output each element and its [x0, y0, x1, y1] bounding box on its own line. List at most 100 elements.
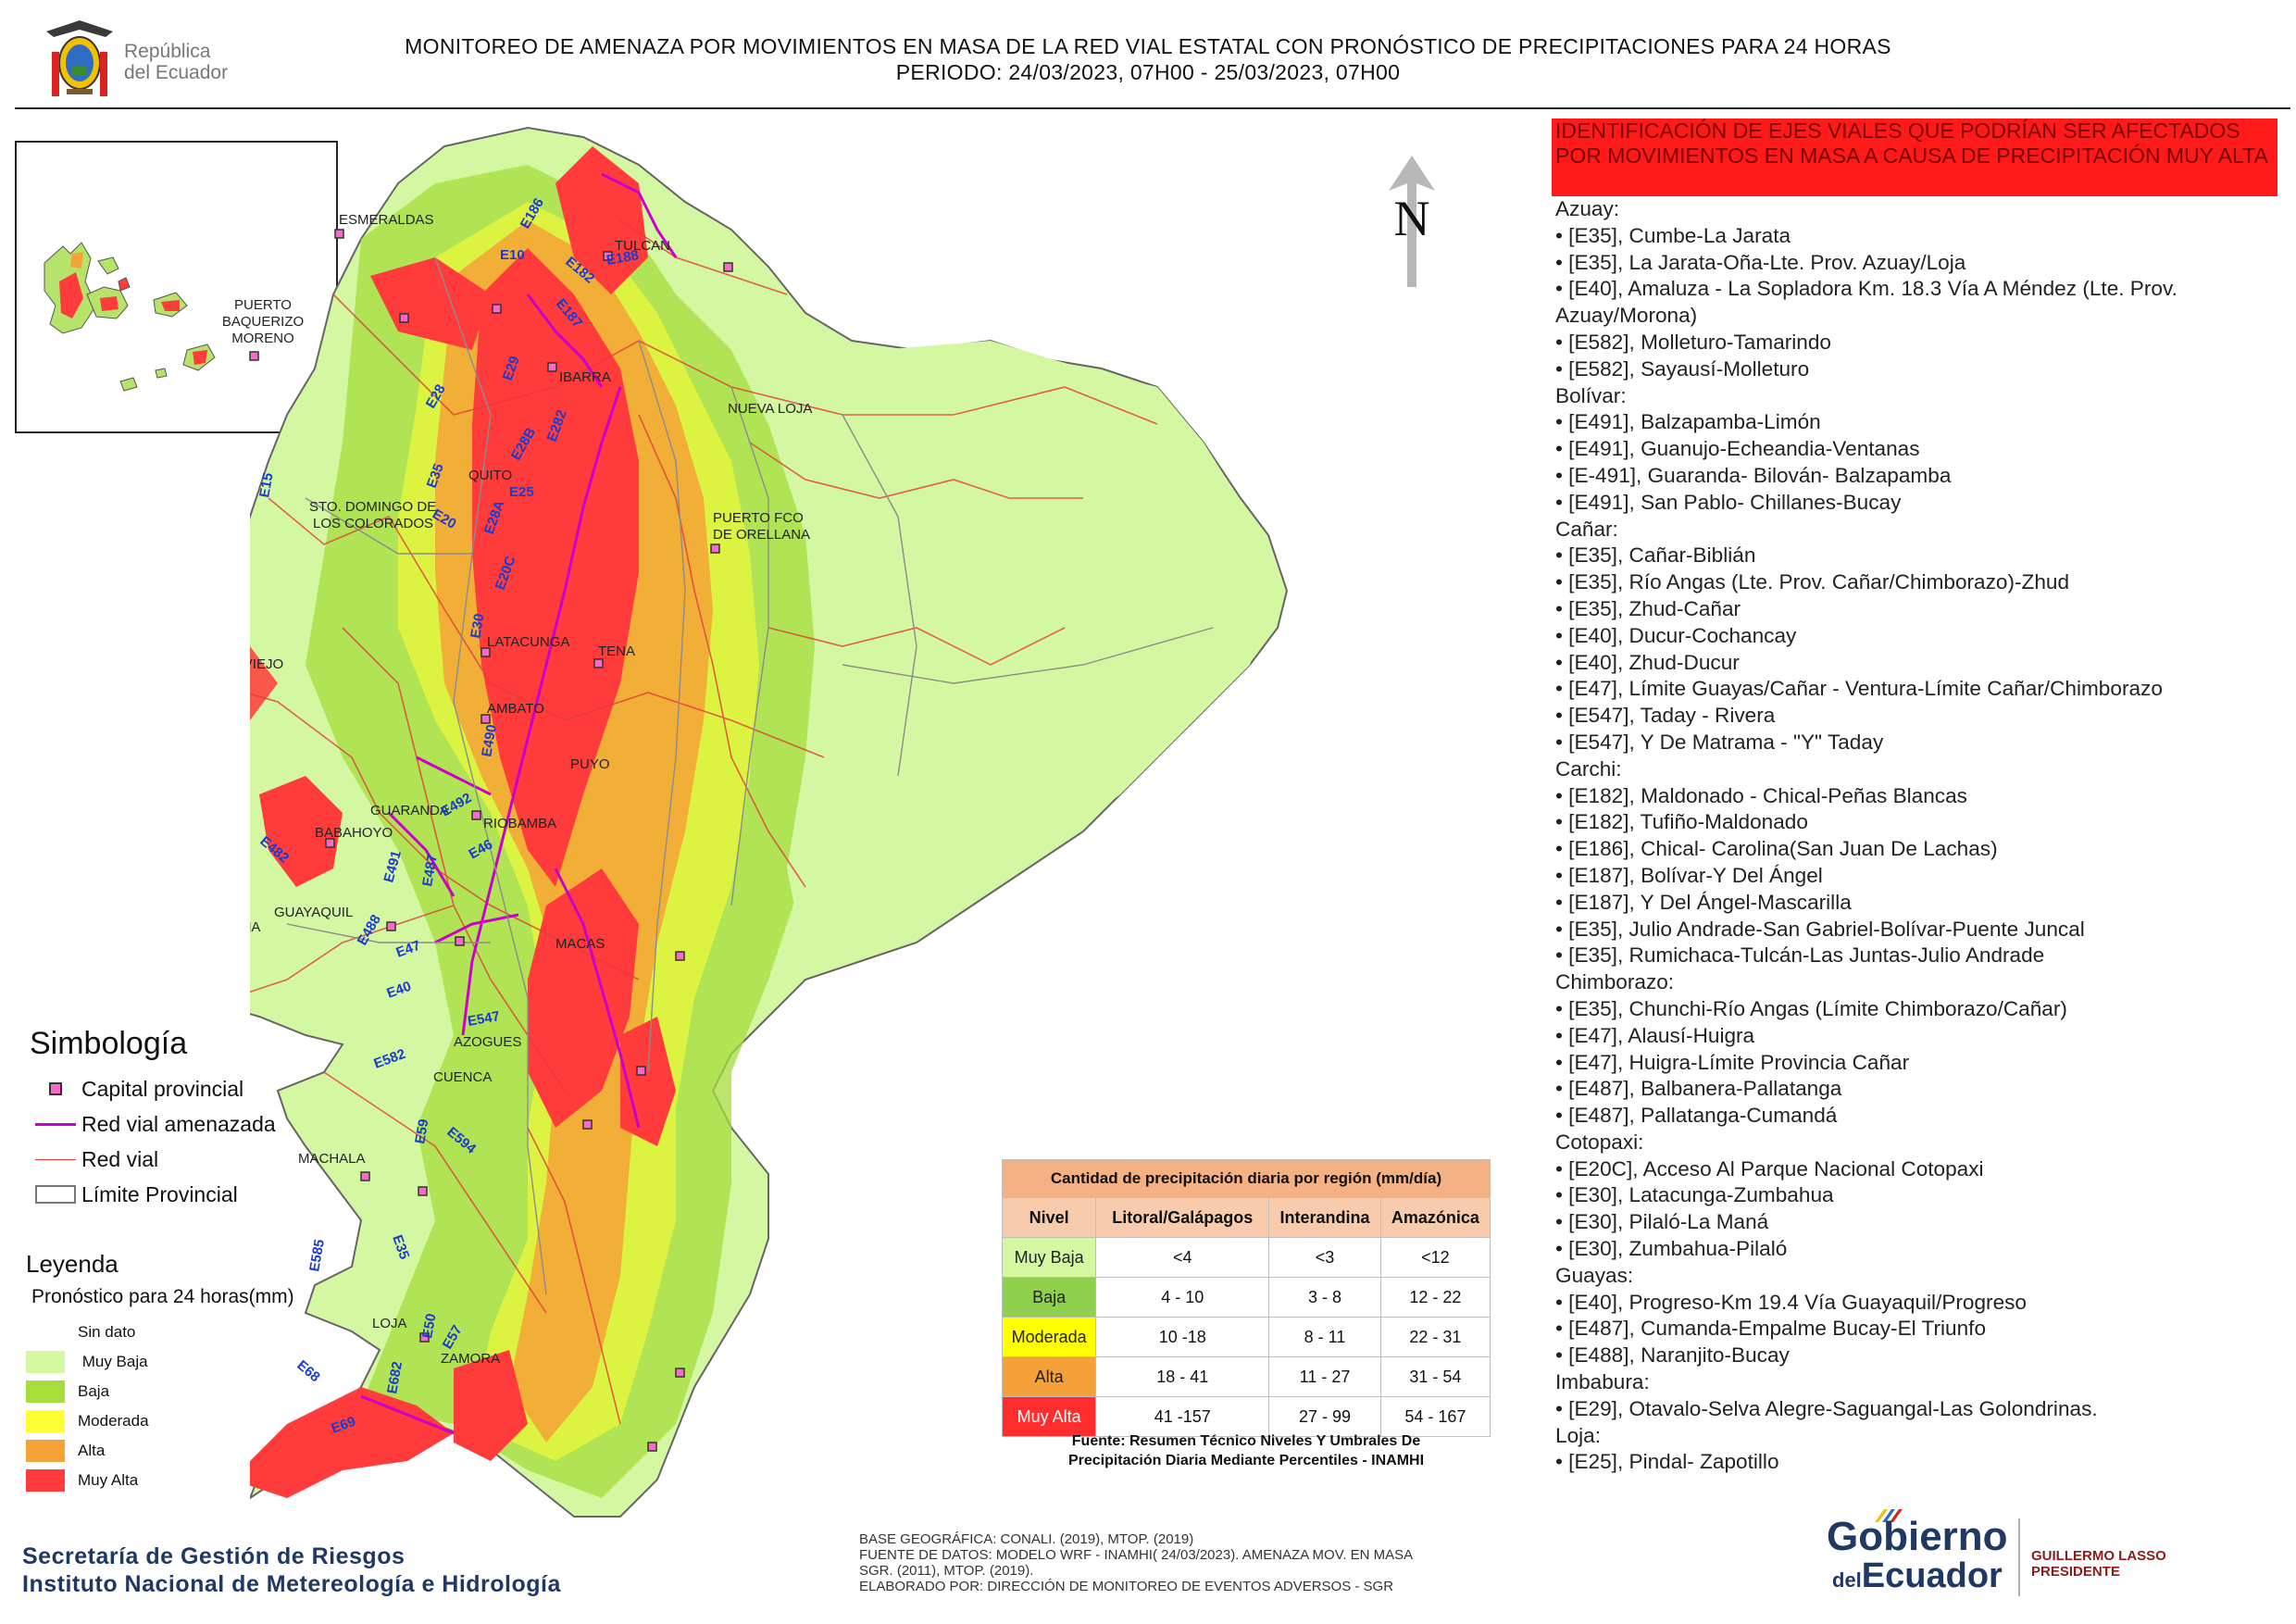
symbology-capital-label: Capital provincial [81, 1076, 244, 1101]
gov-logo-line1: Gobierno [1827, 1514, 2008, 1559]
table-row: Moderada 10 -18 8 - 11 22 - 31 [1001, 1317, 1491, 1357]
table-source-line2: Precipitación Diaria Mediante Percentile… [1067, 1453, 1425, 1468]
road-list-item: • [E582], Molleturo-Tamarindo [1555, 330, 1831, 354]
legend-label: Muy Baja [78, 1353, 148, 1370]
legend-swatch [26, 1469, 65, 1492]
table-value-cell: 41 -157 [1095, 1396, 1270, 1437]
city-babahoyo: BABAHOYO [315, 825, 393, 841]
road-list-item: • [E47], Alausí-Huigra [1555, 1023, 1755, 1047]
city-guaranda: GUARANDA [370, 803, 449, 818]
road-list-item: • [E35], Cañar-Biblián [1555, 543, 1756, 568]
road-list-item: • [E40], Ducur-Cochancay [1555, 623, 1797, 647]
city-azogues: AZOGUES [454, 1034, 521, 1050]
road-list-item: • [E-491], Guaranda- Bilován- Balzapamba [1555, 463, 1952, 487]
city-zamora: ZAMORA [441, 1351, 500, 1367]
table-body: Muy Baja <4 <3 <12 Baja 4 - 10 3 - 8 12 - 22 Mod… [1001, 1237, 1491, 1437]
road-list-item: • [E186], Chical- Carolina(San Juan De L… [1555, 837, 1998, 861]
province-heading: Cañar: [1555, 517, 1618, 541]
legend-label: Baja [78, 1382, 110, 1400]
legend-label: Sin dato [78, 1323, 136, 1341]
table-value-cell: <4 [1095, 1237, 1270, 1278]
legend-subtitle: Pronóstico para 24 horas(mm) [31, 1286, 294, 1307]
road-list-item: • [E40], Amaluza - La Sopladora Km. 18.3… [1555, 277, 2177, 328]
gov-logo-line2: Ecuador [1861, 1556, 2003, 1595]
legend-title: Leyenda [26, 1250, 119, 1278]
province-heading: Bolívar: [1555, 383, 1627, 407]
north-arrow: N [1379, 148, 1444, 296]
republica-text-line2: del Ecuador [124, 62, 229, 83]
road-list-item: • [E30], Latacunga-Zumbahua [1555, 1183, 1834, 1207]
road-list-item: • [E29], Otavalo-Selva Alegre-Saguangal-… [1555, 1396, 2098, 1420]
province-heading: Guayas: [1555, 1263, 1634, 1287]
city-tena: TENA [598, 643, 635, 659]
table-value-cell: 27 - 99 [1268, 1396, 1381, 1437]
table-source-line1: Fuente: Resumen Técnico Niveles Y Umbral… [1071, 1433, 1421, 1449]
symbology-threatened: Red vial amenazada [30, 1106, 363, 1142]
road-label-e487: E487 [419, 853, 441, 887]
city-ibarra: IBARRA [559, 369, 611, 385]
city-tulcan: TULCAN [615, 238, 670, 254]
road-list-item: • [E182], Tufiño-Maldonado [1555, 810, 1808, 834]
road-list-item: • [E487], Balbanera-Pallatanga [1555, 1077, 1842, 1101]
road-list-item: • [E47], Límite Guayas/Cañar - Ventura-L… [1555, 677, 2163, 701]
table-row: Baja 4 - 10 3 - 8 12 - 22 [1001, 1277, 1491, 1318]
road-list-item: • [E187], Bolívar-Y Del Ángel [1555, 863, 1823, 887]
road-list-item: • [E35], Río Angas (Lte. Prov. Cañar/Chi… [1555, 570, 2070, 594]
ecuador-hazard-map[interactable]: ESMERALDAS TULCAN IBARRA NUEVA LOJA QUIT… [165, 109, 1565, 1572]
legend-row: Muy Baja [26, 1347, 378, 1377]
road-list-item: • [E35], Chunchi-Río Angas (Límite Chimb… [1555, 996, 2067, 1020]
footer-credits: BASE GEOGRÁFICA: CONALI. (2019), MTOP. (… [859, 1531, 1507, 1594]
table-header-litoral: Litoral/Galápagos [1095, 1197, 1270, 1238]
city-esmeraldas: ESMERALDAS [339, 212, 434, 228]
province-heading: Loja: [1555, 1423, 1601, 1447]
legend-label: Alta [78, 1442, 106, 1459]
city-sto-domingo-1: STO. DOMINGO DE [309, 499, 436, 515]
road-list-item: • [E491], San Pablo- Chillanes-Bucay [1555, 490, 1902, 514]
road-label-e585: E585 [306, 1238, 328, 1272]
affected-roads-list: Azuay: • [E35], Cumbe-La Jarata • [E35], L… [1555, 196, 2287, 1476]
city-nueva-loja: NUEVA LOJA [728, 401, 812, 417]
gobierno-ecuador-logo: Gobierno delEcuador [1819, 1509, 2125, 1602]
road-list-item: • [E40], Zhud-Ducur [1555, 650, 1740, 674]
province-heading: Imbabura: [1555, 1370, 1650, 1394]
footer-organizations: Secretaría de Gestión de Riesgos Institu… [22, 1543, 561, 1598]
road-list-item: • [E35], Rumichaca-Tulcán-Las Juntas-Jul… [1555, 943, 2045, 968]
table-row: Muy Baja <4 <3 <12 [1001, 1237, 1491, 1278]
road-label-e547: E547 [467, 1008, 501, 1030]
legend-label: Muy Alta [78, 1471, 139, 1489]
road-list-item: • [E35], Julio Andrade-San Gabriel-Bolív… [1555, 917, 2085, 941]
gov-logo-del: del [1832, 1568, 1862, 1592]
table-row: Muy Alta 41 -157 27 - 99 54 - 167 [1001, 1396, 1491, 1437]
credit-line4: ELABORADO POR: DIRECCIÓN DE MONITOREO DE… [859, 1579, 1394, 1594]
symbology-road: Red vial [30, 1142, 363, 1177]
road-label-e50: E50 [419, 1312, 439, 1339]
province-heading: Chimborazo: [1555, 970, 1675, 994]
symbology-road-label: Red vial [81, 1146, 159, 1171]
road-list-item: • [E47], Huigra-Límite Provincia Cañar [1555, 1050, 1910, 1074]
inset-label-2: BAQUERIZO [222, 314, 304, 330]
city-santa-elena: SANTA ELENA [250, 919, 260, 935]
road-label-e188: E188 [605, 247, 640, 269]
table-value-cell: 31 - 54 [1379, 1356, 1491, 1397]
galapagos-inset-map[interactable]: PUERTO BAQUERIZO MORENO [15, 141, 338, 433]
road-label-e490: E490 [479, 723, 500, 757]
president-line1: GUILLERMO LASSO [2031, 1548, 2166, 1564]
table-header-amazonica: Amazónica [1379, 1197, 1491, 1238]
precip-table: Cantidad de precipitación diaria por reg… [1001, 1159, 1491, 1437]
president-name: GUILLERMO LASSO PRESIDENTE [2031, 1548, 2166, 1580]
road-list-item: • [E182], Maldonado - Chical-Peñas Blanc… [1555, 783, 1967, 807]
road-label-e10: E10 [500, 247, 525, 263]
road-list-item: • [E35], Cumbe-La Jarata [1555, 223, 1791, 247]
road-list-item: • [E487], Pallatanga-Cumandá [1555, 1104, 1838, 1128]
legend-label: Moderada [78, 1412, 149, 1430]
city-puyo: PUYO [570, 756, 610, 772]
symbology-panel: Simbología Capital provincial Red vial a… [30, 1026, 363, 1212]
road-list-item: • [E30], Zumbahua-Pilaló [1555, 1237, 1788, 1261]
header-divider [15, 107, 2290, 109]
table-header-interandina: Interandina [1268, 1197, 1381, 1238]
road-list-item: • [E35], Zhud-Cañar [1555, 596, 1741, 620]
road-list-item: • [E488], Naranjito-Bucay [1555, 1343, 1790, 1368]
forecast-legend: Leyenda Pronóstico para 24 horas(mm) Sin… [26, 1250, 378, 1495]
precipitation-thresholds-table: Cantidad de precipitación diaria por reg… [1001, 1159, 1491, 1437]
table-caption: Cantidad de precipitación diaria por reg… [1002, 1159, 1491, 1198]
